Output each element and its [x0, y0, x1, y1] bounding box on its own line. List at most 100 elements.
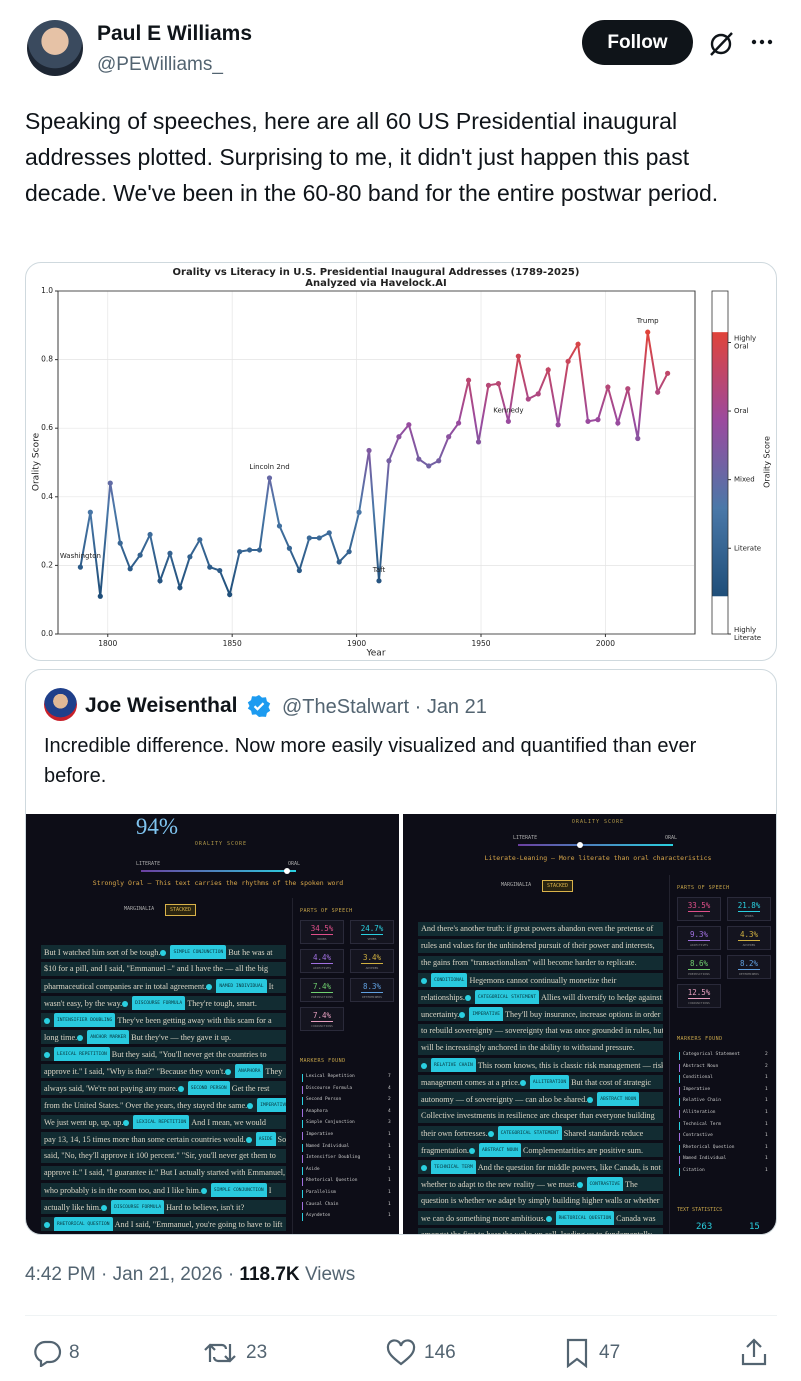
annotation: Lincoln 2nd [249, 463, 289, 471]
bookmark-count[interactable]: 47 [599, 1342, 621, 1363]
slider-knob [577, 842, 583, 848]
repost-count[interactable]: 23 [246, 1342, 268, 1363]
text-line: But I watched him sort of be tough. SIMPL… [41, 945, 286, 959]
text-span: whether to adapt to the new reality — we… [421, 1179, 577, 1189]
text-line: who probably is in the room too, and I l… [41, 1183, 286, 1197]
marker-chip: DISCOURSE FORMULA [111, 1200, 165, 1214]
text-line: always said, 'We're not paying any more.… [41, 1081, 286, 1095]
marker-dot [44, 1222, 50, 1228]
marker-name: Conditional [683, 1075, 713, 1081]
pos-card: 8.2% DETERMINERS [727, 955, 771, 979]
text-span: amongst the first to hear the wake-up ca… [421, 1230, 653, 1235]
more-icon[interactable] [750, 34, 776, 50]
marker-count: 1 [765, 1086, 768, 1092]
marker-bar [302, 1108, 303, 1117]
quote-card[interactable]: Joe Weisenthal @TheStalwart · Jan 21 Inc… [25, 669, 777, 1235]
marker-bar [679, 1075, 680, 1084]
bookmark-icon[interactable] [565, 1338, 589, 1368]
marker-count: 2 [765, 1063, 768, 1069]
pos-value: 8.6% [689, 959, 709, 968]
data-point [585, 418, 591, 424]
avatar[interactable] [27, 20, 83, 76]
data-point [266, 475, 273, 481]
marker-count: 1 [388, 1213, 391, 1219]
share-icon[interactable] [740, 1337, 768, 1367]
marker-chip: RHETORICAL QUESTION [555, 1211, 615, 1225]
colorbar-tick-label: Oral [734, 407, 749, 415]
data-point [525, 396, 531, 402]
author-name[interactable]: Paul E Williams [97, 22, 253, 45]
marker-bar [302, 1213, 303, 1222]
chart-card[interactable]: Orality vs Literacy in U.S. Presidential… [25, 262, 777, 661]
text-span: Collective investments in resilience are… [421, 1111, 655, 1120]
marker-bar [679, 1110, 680, 1118]
grok-icon[interactable] [706, 29, 736, 59]
text-span: We just went up, up, up. [44, 1117, 124, 1127]
pos-value: 8.3% [362, 982, 382, 991]
text-span: pay 13, 14, 15 times more than some cert… [44, 1134, 246, 1144]
pos-card: 21.8% VERBS [727, 897, 771, 921]
like-icon[interactable] [386, 1339, 416, 1367]
data-point [346, 549, 352, 555]
data-point [645, 329, 651, 335]
marker-name: Technical Term [683, 1121, 721, 1127]
text-span: Hard to believe, isn't it? [166, 1202, 245, 1212]
marker-dot [487, 1131, 494, 1137]
marker-bar [679, 1144, 680, 1153]
pos-value: 8.2% [739, 959, 759, 968]
text-span: management comes at a price. [421, 1077, 520, 1087]
slider-left-label: LITERATE [136, 861, 161, 867]
author-handle[interactable]: @PEWilliams_ [97, 54, 223, 75]
marker-dot [77, 1035, 84, 1041]
repost-icon[interactable] [203, 1340, 237, 1366]
text-span: their own fortresses. [421, 1128, 488, 1138]
reply-count[interactable]: 8 [69, 1342, 80, 1363]
data-point [127, 566, 133, 572]
data-point [77, 564, 83, 570]
data-point [306, 535, 312, 541]
quote-media[interactable]: 94% ORALITY SCORE LITERATE ORAL Strongly Ora… [26, 814, 776, 1235]
data-point [485, 382, 492, 388]
like-count[interactable]: 146 [424, 1342, 456, 1363]
text-span: $10 for a pill, and I said, "Emmanuel –"… [44, 964, 269, 973]
stat-value: 263 [696, 1222, 713, 1232]
marker-count: 1 [765, 1121, 768, 1127]
marker-chip: RELATIVE CHAIN [431, 1058, 476, 1072]
score-label: ORALITY SCORE [571, 819, 625, 825]
data-point [396, 434, 402, 440]
marker-name: Categorical Statement [683, 1052, 740, 1057]
marker-bar [302, 1143, 303, 1152]
data-point [416, 456, 422, 462]
text-span: approve it." I said, "I guarantee it." B… [44, 1168, 286, 1177]
marker-name: Imperative [306, 1132, 334, 1137]
marker-dot [225, 1069, 232, 1075]
marker-dot [421, 1165, 427, 1171]
marker-bar [302, 1085, 303, 1094]
markers-title: MARKERS FOUND [300, 1058, 346, 1064]
marker-count: 1 [388, 1201, 391, 1207]
text-span: And there's another truth: if great powe… [421, 924, 654, 933]
marker-dot [545, 1216, 552, 1222]
marker-chip: ANAPHORA [235, 1064, 264, 1078]
marker-chip: TECHNICAL TERM [431, 1160, 476, 1174]
marker-count: 4 [388, 1108, 391, 1114]
data-point [475, 439, 482, 445]
marker-bar [302, 1155, 303, 1164]
pos-card: 4.4% ADJECTIVES [300, 949, 344, 973]
follow-button[interactable]: Follow [582, 20, 693, 65]
pos-value: 33.5% [687, 901, 711, 910]
x-tick-label: 1800 [98, 639, 117, 648]
tweet-meta: 4:42 PM · Jan 21, 2026 · 118.7K Views [25, 1264, 355, 1286]
reply-icon[interactable] [33, 1339, 63, 1367]
pos-label: CONJUNCTIONS [688, 1001, 710, 1005]
marker-bar [302, 1097, 303, 1106]
text-line: RELATIVE CHAIN This room knows, this is c… [418, 1058, 663, 1072]
pos-label: DETERMINERS [362, 995, 382, 999]
marker-name: Named Individual [683, 1156, 727, 1162]
marker-dot [245, 1137, 252, 1143]
marker-chip: CATEGORICAL STATEMENT [474, 990, 539, 1004]
data-point [326, 530, 332, 536]
marker-bar [679, 1121, 680, 1130]
marker-chip: SIMPLE CONJUNCTION [210, 1183, 267, 1197]
colorbar-frame [711, 290, 729, 635]
